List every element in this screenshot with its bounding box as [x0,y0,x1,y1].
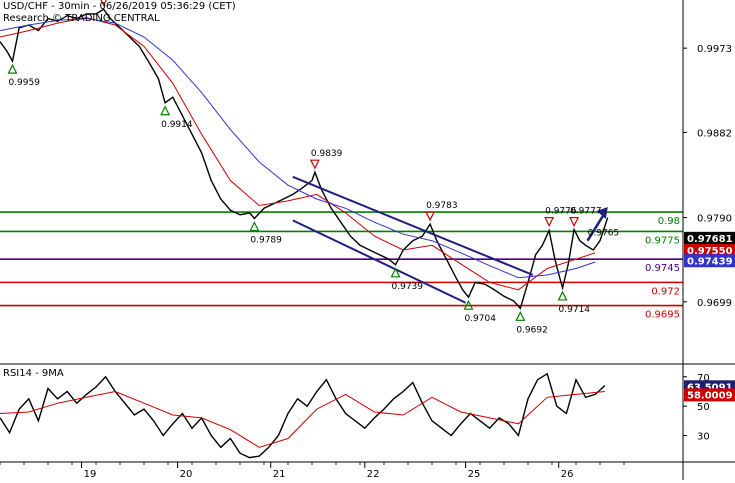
price-panel: 0.98 0.9775 0.9745 0.972 0.9695 0.9973 0.9882 0… [0,0,735,335]
x-tick-label: 26 [561,469,574,480]
pivot-high-marker [569,217,580,227]
y-tick-label: 0.9973 [697,44,732,55]
pivot-label: 0.9714 [559,305,591,315]
pivot-label: 0.9839 [311,149,343,159]
rsi-tag-box [684,388,735,402]
level-label: 0.98 [658,216,680,227]
pivot-label: 0.9789 [250,235,282,245]
pivot-low-marker [557,290,568,301]
projection-arrow-shaft [586,212,606,242]
level-label: 0.9695 [645,310,680,321]
x-tick-label: 19 [84,469,97,480]
level-label: 0.972 [651,286,680,297]
y-tick-label: 0.9790 [697,214,732,225]
price-series-line [0,8,609,310]
chart-header-source: Research © TRADING CENTRAL [3,13,160,24]
pivot-low-marker [463,299,474,310]
pivot-low-marker [249,221,260,232]
pivot-label: 0.9704 [464,314,496,324]
pivot-label: 0.9777 [570,207,602,217]
pivot-high-marker [309,159,320,170]
price-tag-label: 0.97681 [687,234,733,245]
pivot-label: 0.9959 [8,78,40,88]
price-tag-label: 0.97550 [687,246,733,257]
rsi-series-line [0,390,605,448]
pivot-label: 0.9692 [516,325,548,335]
rsi-title: RSI14 - 9MA [3,368,64,379]
rsi-tag-label: 63.5091 [687,382,733,393]
price-series-line [0,17,596,279]
pivot-label: 0.9914 [161,120,193,130]
chart-header-title: USD/CHF - 30min - 06/26/2019 05:36:29 (C… [3,1,236,12]
channel-upper-line [292,175,534,276]
pivot-label: 0.9776 [545,207,577,217]
level-label: 0.9745 [645,263,680,274]
price-tag-box [684,231,735,245]
price-tag-box [684,243,735,257]
pivot-high-marker [100,0,107,7]
x-tick-label: 20 [180,469,193,480]
x-tick-label: 21 [273,469,286,480]
channel-lower-line [292,219,467,304]
price-tag-box [684,254,735,268]
level-label: 0.9775 [645,235,680,246]
pivot-label: 0.9739 [392,282,424,292]
pivot-high-marker [544,217,555,227]
y-tick-label: 0.9699 [697,298,732,309]
pivot-low-marker [390,267,401,278]
projection-arrowhead [596,206,608,219]
rsi-y-tick-label: 50 [697,402,710,413]
rsi-tag-label: 58.0009 [687,390,733,401]
rsi-y-tick-label: 30 [697,432,710,443]
pivot-low-marker [160,105,171,116]
pivot-label: 0.9783 [426,201,458,211]
rsi-y-tick-label: 70 [697,373,710,384]
pivot-low-marker [515,310,526,321]
pivot-label: 0.9765 [588,229,620,239]
y-tick-label: 0.9882 [697,128,732,139]
x-tick-label: 25 [468,469,481,480]
x-tick-label: 22 [367,469,380,480]
pivot-high-marker [425,211,436,222]
price-tag-label: 0.97439 [687,256,733,267]
pivot-low-marker [7,63,18,74]
